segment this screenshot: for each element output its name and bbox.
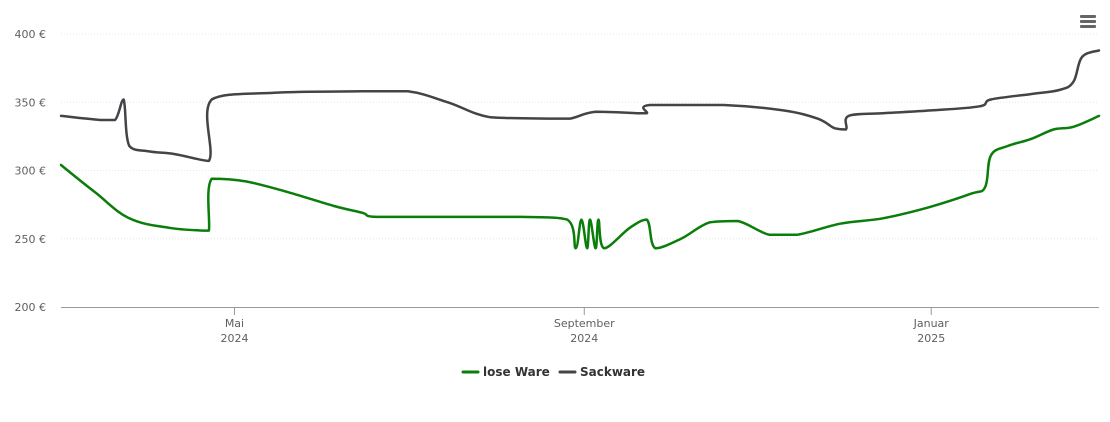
legend: lose Ware Sackware: [461, 365, 645, 379]
legend-label: Sackware: [580, 365, 645, 379]
legend-label: lose Ware: [483, 365, 550, 379]
y-tick-label: 400 €: [15, 28, 47, 41]
series-line-lose-ware[interactable]: [59, 114, 1101, 250]
x-tick-label-month: September: [554, 317, 615, 330]
hamburger-menu-icon: [1080, 25, 1096, 28]
y-tick-label: 200 €: [15, 301, 47, 314]
x-tick-label-year: 2025: [917, 332, 945, 345]
x-axis: Mai 2024 September 2024 Januar 2025: [61, 307, 1099, 345]
chart-menu-button[interactable]: [1076, 10, 1100, 32]
x-tick-label-month: Mai: [225, 317, 244, 330]
grid-lines: [61, 33, 1099, 240]
x-tick-label-year: 2024: [220, 332, 248, 345]
y-tick-label: 350 €: [15, 96, 47, 109]
legend-item-lose-ware[interactable]: lose Ware: [461, 365, 550, 379]
y-axis-labels: 200 € 250 € 300 € 350 € 400 €: [15, 28, 47, 314]
series-lines: [59, 49, 1101, 250]
legend-item-sackware[interactable]: Sackware: [558, 365, 645, 379]
x-tick-label-year: 2024: [570, 332, 598, 345]
x-tick-label-month: Januar: [913, 317, 950, 330]
hamburger-menu-icon: [1080, 15, 1096, 18]
y-tick-label: 300 €: [15, 165, 47, 178]
series-line-sackware[interactable]: [59, 49, 1101, 163]
hamburger-menu-icon: [1080, 20, 1096, 23]
y-tick-label: 250 €: [15, 233, 47, 246]
